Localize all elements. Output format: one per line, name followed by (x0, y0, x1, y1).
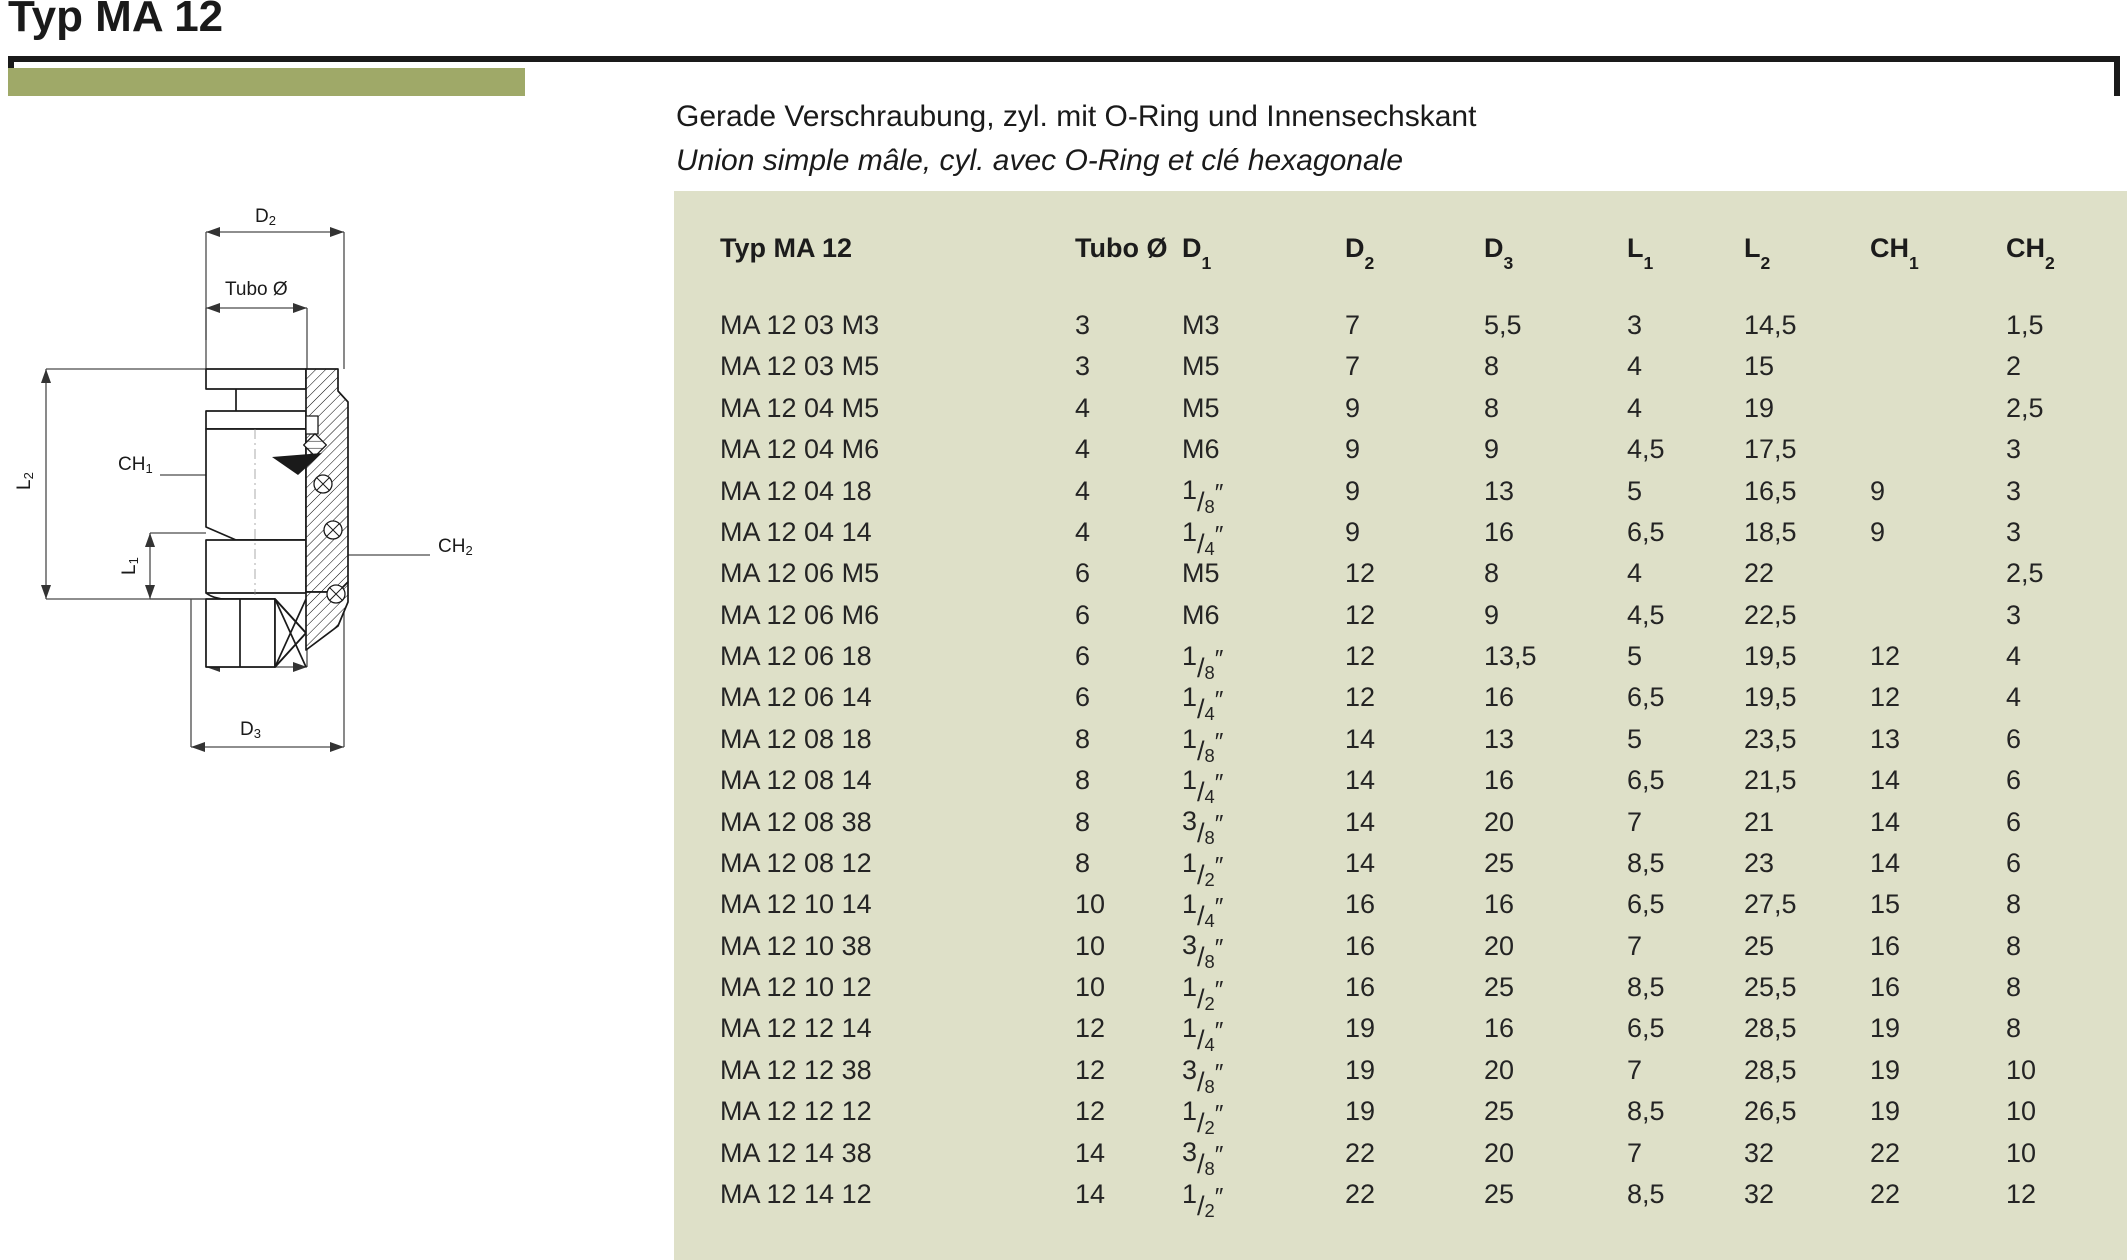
svg-text:Tubo Ø: Tubo Ø (225, 279, 288, 300)
svg-text:D3: D3 (240, 719, 261, 741)
svg-text:L1: L1 (119, 557, 141, 575)
svg-text:CH2: CH2 (438, 536, 473, 558)
svg-text:D2: D2 (255, 206, 276, 228)
svg-text:CH1: CH1 (118, 454, 153, 476)
svg-text:L2: L2 (14, 472, 36, 490)
